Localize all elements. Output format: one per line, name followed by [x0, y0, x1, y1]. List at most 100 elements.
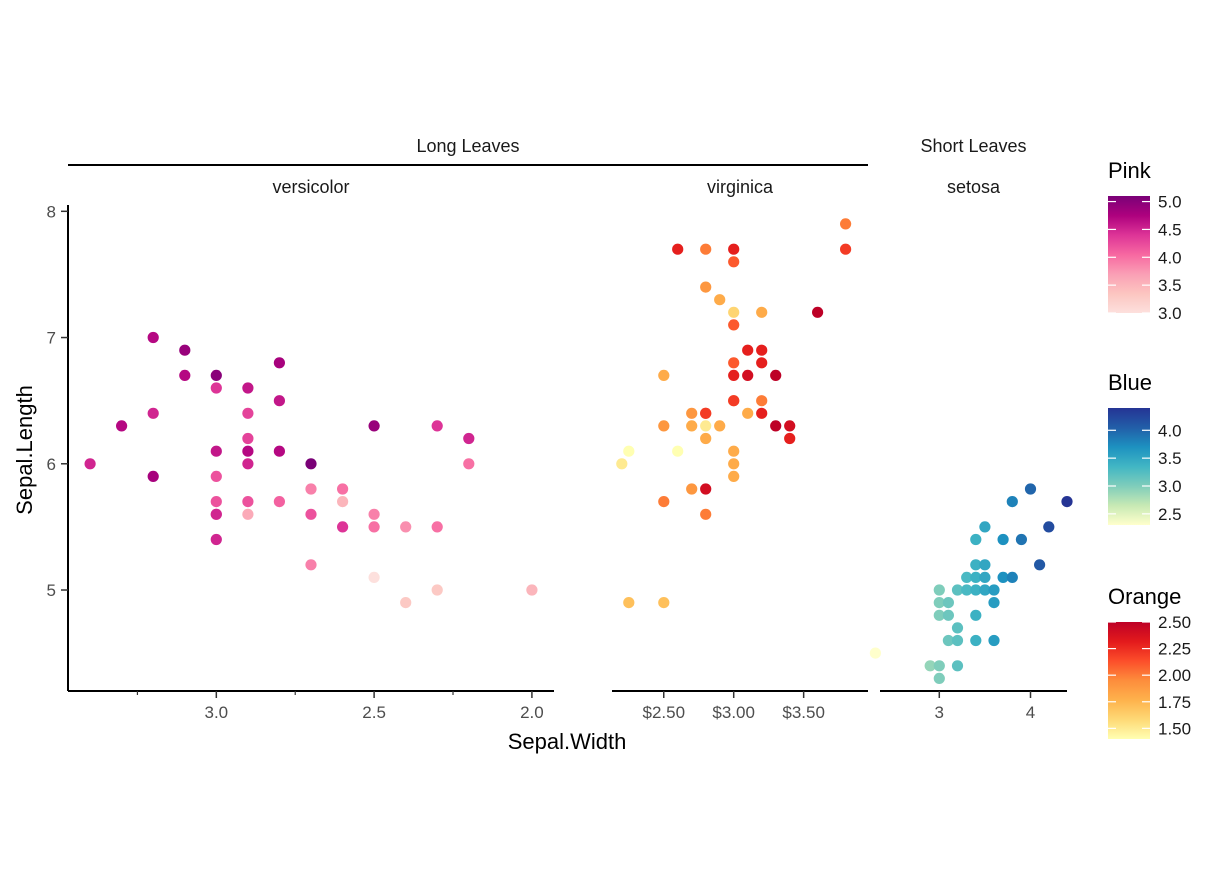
data-point — [616, 458, 628, 470]
data-point — [951, 634, 964, 647]
data-point — [1006, 496, 1018, 508]
legends: Pink 5.0 4.5 4.0 3.5 3.0 Blue 4.0 3.5 3.0 2.5 Orang… — [1108, 158, 1191, 739]
data-point — [242, 432, 254, 445]
data-point — [979, 559, 991, 571]
x-tick-label: 4 — [1026, 703, 1035, 722]
data-point — [1015, 533, 1027, 546]
data-point — [970, 634, 982, 647]
data-point — [210, 533, 222, 546]
data-point — [728, 357, 740, 369]
facet-strips: Long Leaves Short Leaves versicolor virgini… — [68, 136, 1027, 197]
data-point — [431, 521, 443, 533]
legend-break-label: 3.0 — [1158, 477, 1182, 496]
legend-break-label: 2.5 — [1158, 505, 1182, 524]
data-point — [970, 559, 982, 571]
data-point — [728, 319, 740, 331]
data-point — [714, 294, 726, 306]
legend-break-label: 1.50 — [1158, 719, 1191, 738]
data-point — [728, 369, 740, 381]
data-point — [728, 306, 740, 318]
data-point — [147, 407, 159, 419]
data-point — [686, 407, 698, 419]
data-point — [700, 243, 712, 255]
y-tick-label: 7 — [47, 329, 56, 348]
data-point — [210, 508, 222, 520]
data-point — [179, 344, 191, 356]
data-point — [812, 306, 824, 318]
x-axis-title: Sepal.Width — [508, 729, 627, 754]
legend-blue: Blue 4.0 3.5 3.0 2.5 — [1108, 370, 1182, 525]
data-point — [368, 571, 380, 584]
legend-break-label: 2.50 — [1158, 613, 1191, 632]
data-point — [728, 458, 740, 470]
data-point — [756, 357, 768, 369]
legend-break-label: 2.00 — [1158, 666, 1191, 685]
legend-break-label: 3.5 — [1158, 449, 1182, 468]
data-point — [728, 445, 740, 457]
data-point — [210, 470, 222, 482]
data-point — [686, 483, 698, 495]
data-point — [526, 584, 538, 596]
data-point — [979, 584, 991, 596]
legend-break-label: 5.0 — [1158, 193, 1182, 212]
data-point — [368, 508, 380, 520]
group-strip-label: Short Leaves — [920, 136, 1026, 156]
y-tick-label: 8 — [47, 202, 56, 221]
x-tick-label: 3 — [935, 703, 944, 722]
data-point — [961, 571, 973, 584]
data-point — [756, 407, 768, 419]
data-point — [273, 395, 285, 407]
data-point — [116, 420, 128, 432]
data-point — [728, 470, 740, 482]
data-point — [714, 420, 726, 432]
data-point — [242, 445, 254, 457]
data-point — [1006, 571, 1018, 584]
data-point — [942, 634, 955, 647]
data-point — [988, 584, 1000, 596]
data-point — [658, 496, 670, 508]
data-point — [305, 458, 317, 470]
data-point — [147, 470, 159, 482]
x-tick-label: $3.50 — [782, 703, 825, 722]
data-point — [273, 496, 285, 508]
data-point — [728, 243, 740, 255]
data-point — [933, 672, 945, 685]
data-point — [756, 306, 768, 318]
data-point — [623, 445, 635, 457]
legend-title: Pink — [1108, 158, 1152, 183]
legend-break-label: 2.25 — [1158, 640, 1191, 659]
data-point — [961, 584, 973, 596]
legend-colorbar — [1108, 622, 1150, 739]
data-point — [869, 647, 882, 659]
data-point — [658, 597, 670, 609]
data-point — [728, 256, 740, 268]
data-point — [770, 369, 782, 381]
legend-colorbar — [1108, 196, 1150, 313]
legend-title: Orange — [1108, 584, 1181, 609]
data-point — [273, 357, 285, 369]
data-point — [979, 521, 991, 533]
legend-break-label: 1.75 — [1158, 693, 1191, 712]
legend-break-label: 3.5 — [1158, 276, 1182, 295]
data-point — [1061, 496, 1073, 508]
data-point — [979, 571, 991, 584]
data-point — [210, 369, 222, 381]
data-point — [970, 533, 982, 546]
data-point — [784, 432, 796, 445]
legend-colorbar — [1108, 408, 1150, 525]
data-point — [988, 634, 1000, 647]
data-point — [686, 420, 698, 432]
data-point — [273, 445, 285, 457]
y-axis-title: Sepal.Length — [12, 385, 37, 515]
data-point — [1024, 483, 1037, 495]
panel-strip-label: versicolor — [272, 177, 349, 197]
data-point — [672, 243, 684, 255]
data-point — [179, 369, 191, 381]
legend-break-label: 4.0 — [1158, 248, 1182, 267]
data-point — [742, 407, 754, 419]
data-point — [84, 458, 96, 470]
panel-versicolor: 3.0 2.5 2.0 5 6 7 8 — [47, 202, 554, 722]
data-point — [242, 382, 254, 394]
